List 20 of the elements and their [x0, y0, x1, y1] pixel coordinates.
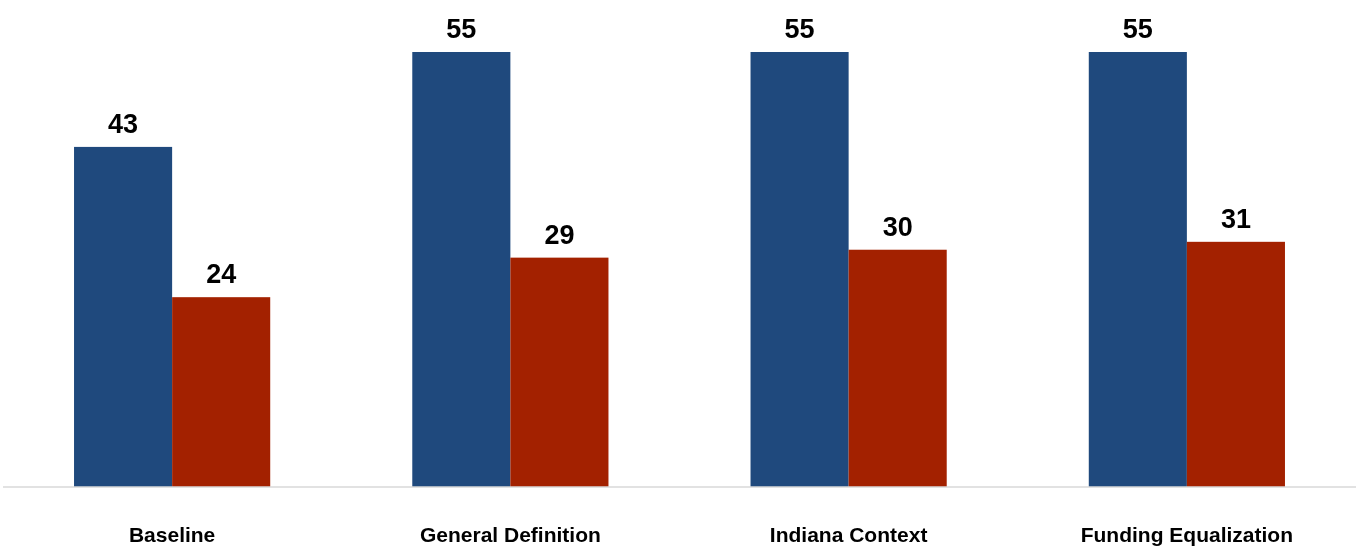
data-label: 30 [882, 211, 913, 242]
bar [510, 257, 609, 487]
data-label: 43 [108, 108, 139, 139]
bar [74, 146, 173, 487]
data-label: 55 [784, 14, 815, 44]
bar [172, 297, 271, 487]
x-tick-label: General Definition [419, 523, 601, 546]
x-tick-label: Indiana Context [769, 523, 928, 546]
x-tick-label: Funding Equalization [1080, 523, 1294, 546]
bar [412, 52, 511, 487]
data-label: 24 [206, 259, 237, 290]
bar [750, 52, 849, 487]
data-label: 55 [446, 14, 477, 44]
data-label: 31 [1220, 203, 1251, 234]
bar [1088, 52, 1187, 487]
data-label: 29 [544, 219, 575, 250]
bar [848, 249, 947, 487]
bar [1186, 241, 1285, 487]
x-tick-label: Baseline [128, 523, 216, 546]
data-label: 55 [1122, 14, 1153, 44]
